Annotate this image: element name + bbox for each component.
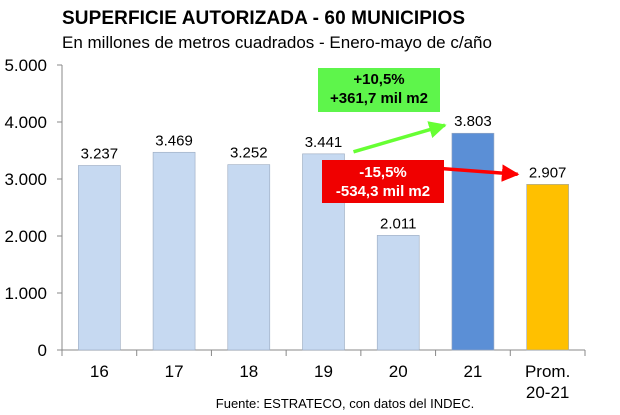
bar	[451, 132, 495, 351]
y-tick-label: 5.000	[4, 56, 47, 75]
annotation-decrease-line-1: -15,5%	[359, 164, 407, 181]
data-label: 3.469	[155, 132, 193, 149]
x-tick-label: 19	[314, 362, 333, 381]
bar	[78, 165, 121, 351]
annotation-increase-line-1: +10,5%	[353, 71, 405, 88]
x-tick-label: 18	[239, 362, 258, 381]
data-label: 3.803	[454, 113, 492, 130]
x-tick-label: 20-21	[526, 383, 569, 402]
y-tick-label: 0	[38, 341, 47, 360]
y-tick-label: 2.000	[4, 227, 47, 246]
arrow-increase	[353, 121, 447, 154]
y-tick-label: 4.000	[4, 113, 47, 132]
bar	[152, 151, 196, 351]
annotation-decrease-line-2: -534,3 mil m2	[335, 183, 431, 200]
bar	[376, 235, 420, 351]
data-label: 3.237	[81, 145, 119, 162]
x-tick-label: 16	[90, 362, 109, 381]
annotation-increase-line-2: +361,7 mil m2	[330, 90, 428, 107]
bar	[227, 164, 271, 351]
bar	[526, 184, 569, 351]
chart-subtitle: En millones de metros cuadrados - Enero-…	[62, 33, 492, 52]
x-tick-label: 21	[463, 362, 482, 381]
data-label: 2.907	[529, 164, 567, 181]
x-tick-label: 17	[165, 362, 184, 381]
annotation-decrease: -15,5% -534,3 mil m2	[322, 160, 444, 203]
chart-title: SUPERFICIE AUTORIZADA - 60 MUNICIPIOS	[62, 8, 466, 29]
data-label: 3.252	[230, 145, 268, 162]
y-tick-label: 3.000	[4, 170, 47, 189]
data-label: 3.441	[305, 134, 343, 151]
y-tick-label: 1.000	[4, 284, 47, 303]
data-label: 2.011	[380, 215, 416, 232]
source-note: Fuente: ESTRATECO, con datos del INDEC.	[215, 396, 475, 411]
x-tick-label: 20	[389, 362, 408, 381]
annotation-increase: +10,5% +361,7 mil m2	[318, 68, 440, 112]
x-tick-label: Prom.	[525, 362, 570, 381]
